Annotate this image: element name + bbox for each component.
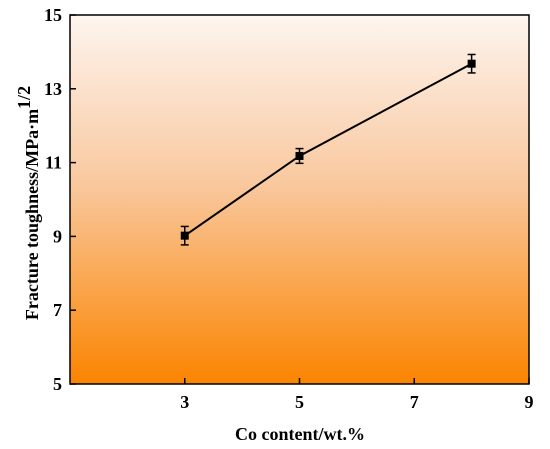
x-axis: 3 5 7 9 (180, 378, 534, 412)
y-axis-label-main: Fracture toughness/MPa·m (22, 109, 42, 320)
x-tick-label: 5 (295, 392, 304, 412)
x-tick-label: 3 (180, 392, 189, 412)
x-axis-label: Co content/wt.% (235, 424, 365, 444)
y-tick-label: 7 (53, 300, 62, 320)
data-point (467, 59, 476, 68)
plot-marks (180, 53, 476, 246)
y-tick-label: 9 (53, 226, 62, 246)
y-tick-label: 11 (45, 153, 62, 173)
data-point (295, 151, 304, 160)
plot-background (70, 15, 529, 384)
y-axis: 5 7 9 11 13 15 (44, 5, 76, 394)
y-tick-label: 13 (44, 79, 62, 99)
y-tick-label: 15 (44, 5, 62, 25)
y-axis-label: Fracture toughness/MPa·m1/2 (14, 86, 42, 320)
data-point (180, 231, 189, 240)
x-tick-label: 9 (525, 392, 534, 412)
y-tick-label: 5 (53, 374, 62, 394)
x-tick-label: 7 (410, 392, 419, 412)
y-axis-label-sup: 1/2 (14, 86, 34, 109)
